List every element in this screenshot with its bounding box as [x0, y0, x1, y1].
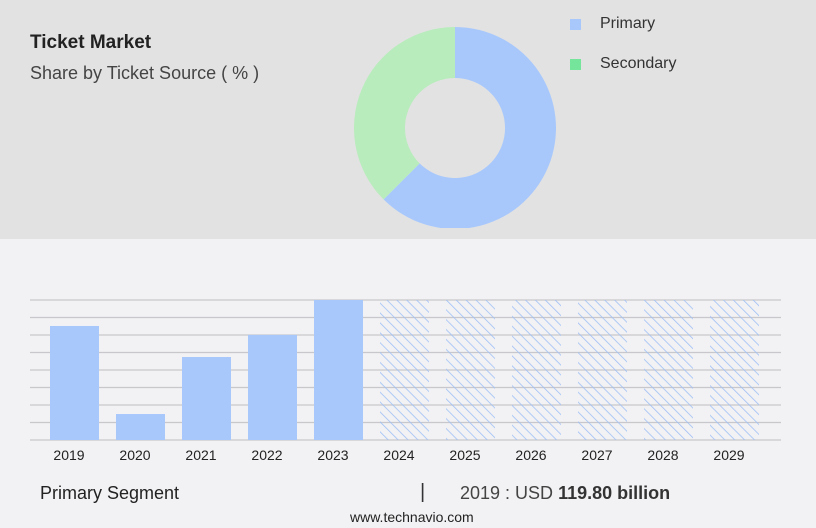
value-prefix: 2019 : USD — [460, 483, 554, 503]
bar-2022 — [248, 334, 297, 440]
x-tick-2024: 2024 — [383, 447, 414, 463]
x-tick-2023: 2023 — [317, 447, 348, 463]
x-tick-2021: 2021 — [185, 447, 216, 463]
legend-item-secondary: Secondary — [570, 55, 677, 73]
legend-swatch-secondary — [570, 58, 581, 70]
forecast-bar-2029 — [710, 300, 759, 440]
legend-swatch-primary — [570, 18, 581, 30]
segment-value: 2019 : USD 119.80 billion — [460, 483, 670, 504]
x-tick-2022: 2022 — [251, 447, 282, 463]
forecast-bar-2027 — [578, 300, 627, 440]
x-tick-2029: 2029 — [713, 447, 744, 463]
chart-subtitle: Share by Ticket Source ( % ) — [30, 63, 260, 83]
donut-slice-secondary — [354, 27, 455, 200]
forecast-bar-2026 — [512, 300, 561, 440]
forecast-bar-2024 — [380, 300, 429, 440]
bar-2023 — [314, 300, 363, 440]
value-amount: 119.80 billion — [558, 483, 671, 503]
segment-label: Primary Segment — [40, 483, 180, 503]
legend-label-secondary: Secondary — [600, 55, 677, 72]
site-url: www.technavio.com — [350, 509, 474, 525]
chart-title: Ticket Market — [30, 32, 152, 53]
donut-chart — [354, 27, 556, 228]
x-tick-2026: 2026 — [515, 447, 546, 463]
x-tick-2028: 2028 — [647, 447, 678, 463]
bar-chart: 2019 2020 2021 2022 2023 2024 2025 2026 2027 2028… — [30, 299, 781, 463]
legend-item-primary: Primary — [570, 15, 655, 33]
bar-2020 — [116, 414, 165, 440]
x-tick-2025: 2025 — [449, 447, 480, 463]
bar-2019 — [50, 325, 99, 440]
separator: | — [420, 481, 426, 503]
bar-2021 — [182, 357, 231, 440]
x-tick-2019: 2019 — [53, 447, 84, 463]
x-tick-2027: 2027 — [581, 447, 612, 463]
legend-label-primary: Primary — [600, 15, 656, 32]
forecast-bar-2028 — [644, 300, 693, 440]
forecast-bar-2025 — [446, 300, 495, 440]
donut-slice-primary — [383, 27, 556, 228]
x-tick-2020: 2020 — [119, 447, 150, 463]
